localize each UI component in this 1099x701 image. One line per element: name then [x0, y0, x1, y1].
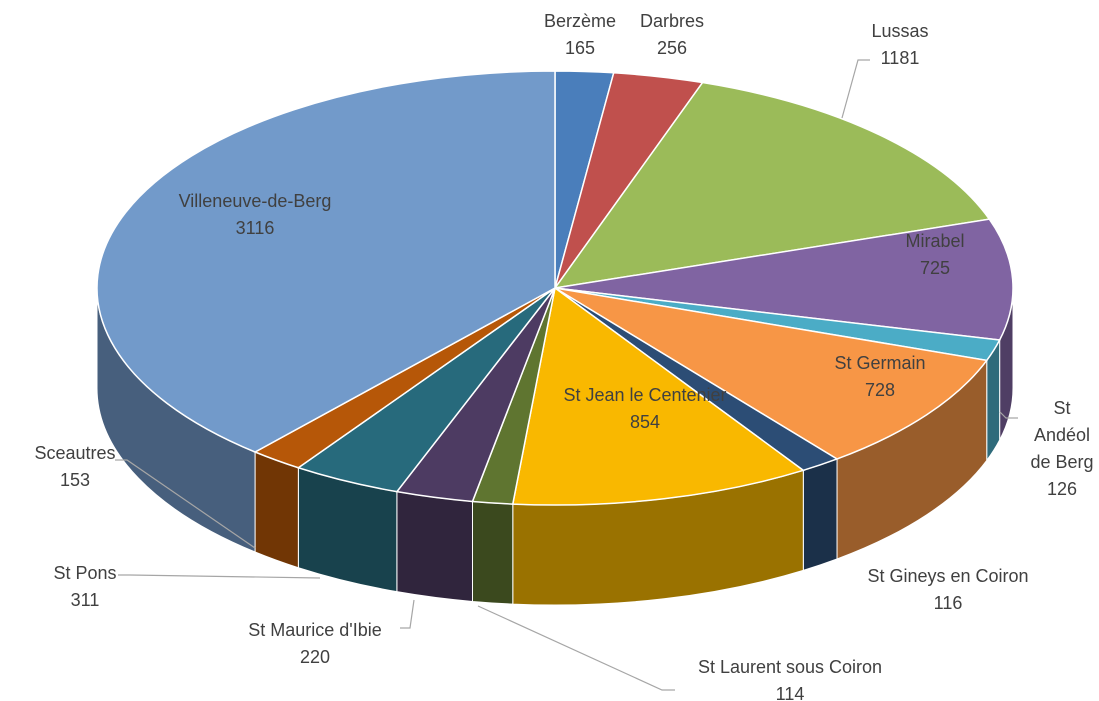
value-label: 1181: [880, 48, 920, 68]
slice-side: [802, 458, 838, 572]
data-label: Berzème 165: [544, 8, 616, 62]
leader-lines: [115, 59, 1018, 691]
category-label: St Gineys en Coiron: [867, 566, 1029, 586]
data-label: Mirabel 725: [905, 228, 964, 282]
category-label: Berzème: [543, 11, 617, 31]
slice: [554, 287, 989, 460]
leader-line: [115, 459, 256, 549]
data-label: Sceautres 153: [34, 440, 115, 494]
value-label: 153: [59, 470, 91, 490]
slice: [554, 218, 1014, 341]
data-label: St Gineys en Coiron 116: [867, 563, 1028, 617]
value-label: 220: [299, 647, 331, 667]
category-label: St Maurice d'Ibie: [248, 620, 382, 640]
leader-line: [841, 59, 870, 119]
value-label: 116: [933, 593, 963, 613]
slice-sides: [96, 287, 1014, 606]
category-label: Mirabel: [905, 231, 965, 251]
slice-side: [471, 500, 514, 605]
category-label: St Pons: [53, 563, 117, 583]
data-label: St Laurent sous Coiron 114: [698, 654, 882, 701]
category-label: Darbres: [639, 11, 705, 31]
slice: [511, 286, 805, 506]
value-label: 256: [656, 38, 688, 58]
data-label: St Pons 311: [53, 560, 116, 614]
data-label: Villeneuve-de-Berg 3116: [179, 188, 332, 242]
category-label: St Laurent sous Coiron: [697, 657, 883, 677]
leader-line: [118, 574, 321, 579]
data-label: St Maurice d'Ibie 220: [248, 617, 382, 671]
data-label: St Jean le Centenier 854: [563, 382, 726, 436]
category-label: Villeneuve-de-Berg: [178, 191, 332, 211]
value-label: 114: [775, 684, 805, 701]
category-label: St Andéol de Berg: [1030, 398, 1094, 472]
category-label: St Germain: [834, 353, 926, 373]
category-label: Sceautres: [34, 443, 116, 463]
data-label: Darbres 256: [640, 8, 704, 62]
slice-side: [396, 491, 473, 602]
value-label: 311: [70, 590, 100, 610]
value-label: 126: [1046, 479, 1078, 499]
leader-line: [999, 411, 1018, 419]
slice: [553, 81, 991, 290]
value-label: 854: [629, 412, 661, 432]
category-label: Lussas: [871, 21, 929, 41]
leader-line: [477, 605, 675, 691]
leader-line: [400, 599, 415, 629]
value-label: 725: [919, 258, 951, 278]
slice: [96, 70, 556, 453]
category-label: St Jean le Centenier: [563, 385, 727, 405]
slice-side: [254, 451, 299, 569]
data-label: St Andéol de Berg 126: [1027, 395, 1097, 503]
value-label: 3116: [235, 218, 275, 238]
value-label: 165: [564, 38, 596, 58]
value-label: 728: [864, 380, 896, 400]
slice-tops: [96, 70, 1014, 506]
data-label: St Germain 728: [834, 350, 925, 404]
data-label: Lussas 1181: [871, 18, 928, 72]
